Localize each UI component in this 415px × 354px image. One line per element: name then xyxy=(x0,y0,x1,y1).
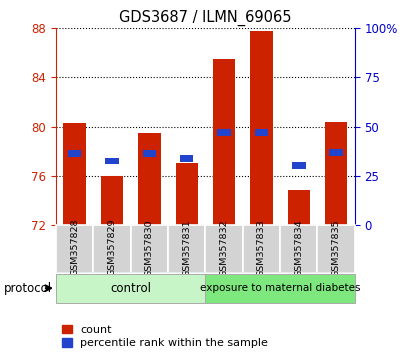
Bar xyxy=(56,274,205,303)
Bar xyxy=(213,59,235,225)
Bar xyxy=(143,150,156,157)
Text: GSM357829: GSM357829 xyxy=(107,219,117,276)
Bar xyxy=(317,225,355,273)
Bar xyxy=(131,225,168,273)
Text: GSM357835: GSM357835 xyxy=(332,219,341,276)
Text: GSM357831: GSM357831 xyxy=(182,219,191,276)
Bar xyxy=(292,162,305,169)
Bar xyxy=(93,225,131,273)
Bar xyxy=(280,225,317,273)
Bar xyxy=(138,133,161,225)
Text: control: control xyxy=(110,282,151,295)
Bar xyxy=(205,274,355,303)
Text: GSM357828: GSM357828 xyxy=(70,219,79,276)
Bar xyxy=(255,129,268,136)
Bar xyxy=(68,150,81,157)
Bar xyxy=(243,225,280,273)
Text: GSM357830: GSM357830 xyxy=(145,219,154,276)
Text: GSM357832: GSM357832 xyxy=(220,219,229,276)
Bar xyxy=(325,122,347,225)
Bar xyxy=(63,123,86,225)
Bar xyxy=(288,190,310,225)
Bar xyxy=(168,225,205,273)
Legend: count, percentile rank within the sample: count, percentile rank within the sample xyxy=(61,325,269,348)
Bar xyxy=(250,31,273,225)
Text: protocol: protocol xyxy=(4,282,52,295)
Bar xyxy=(180,155,193,162)
Text: GSM357834: GSM357834 xyxy=(294,219,303,276)
Bar xyxy=(217,129,231,136)
Text: exposure to maternal diabetes: exposure to maternal diabetes xyxy=(200,283,360,293)
Bar xyxy=(105,158,119,164)
Bar xyxy=(101,176,123,225)
Bar xyxy=(330,149,343,156)
Bar xyxy=(205,225,243,273)
Text: GSM357833: GSM357833 xyxy=(257,219,266,276)
Bar xyxy=(176,164,198,225)
Title: GDS3687 / ILMN_69065: GDS3687 / ILMN_69065 xyxy=(119,9,292,25)
Bar xyxy=(56,225,93,273)
